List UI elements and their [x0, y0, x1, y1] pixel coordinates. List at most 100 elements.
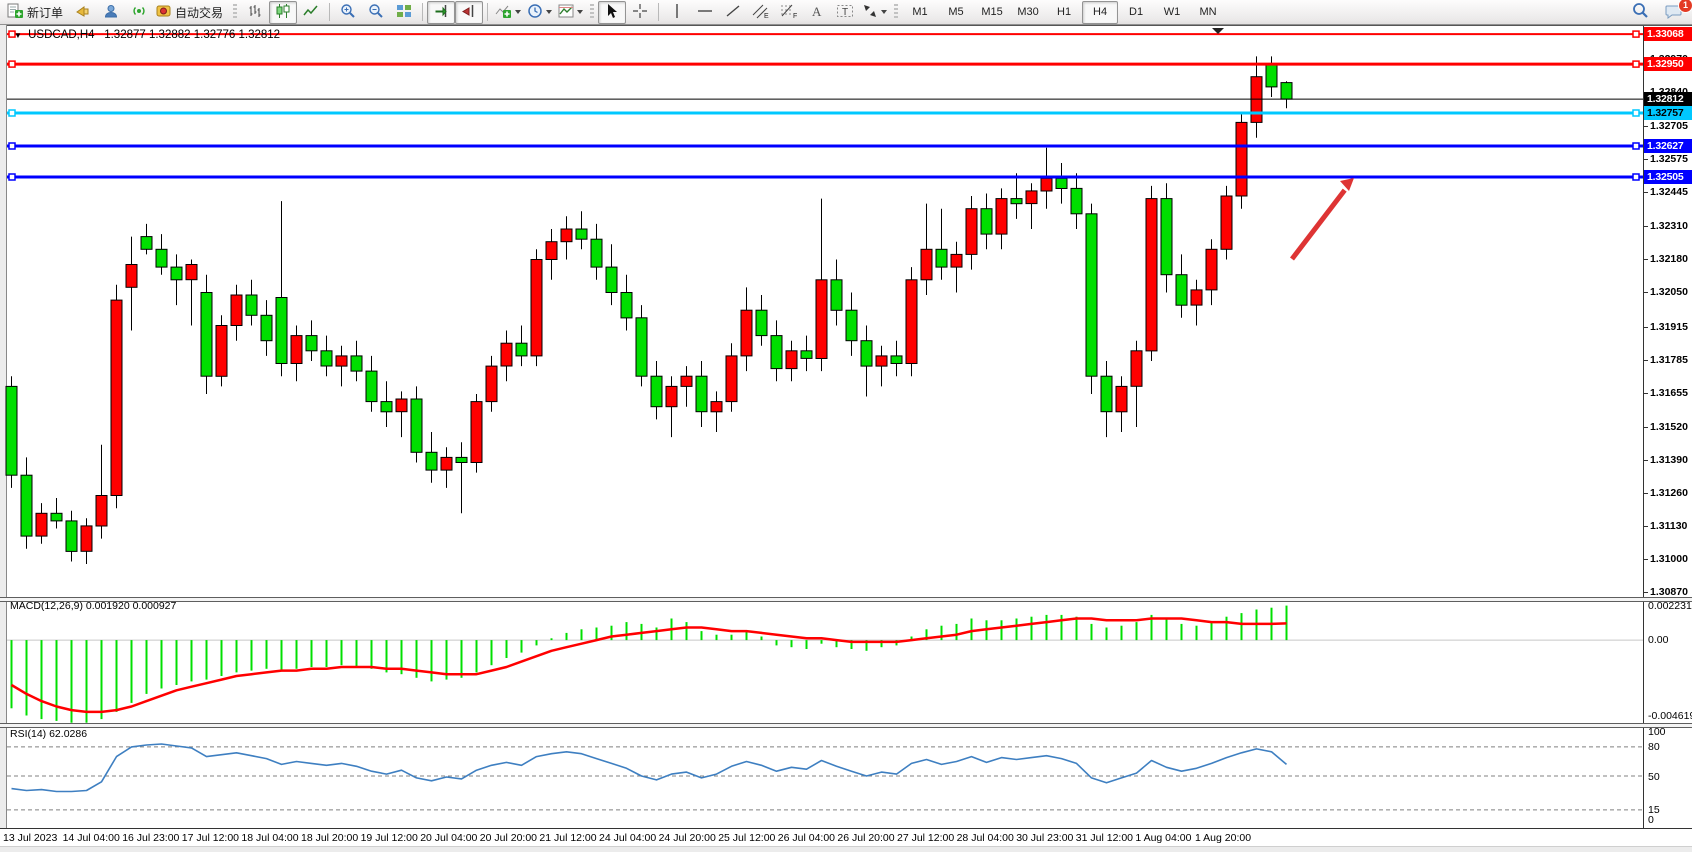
timeframe-button-M1[interactable]: M1 [912, 6, 928, 18]
trendline-tool-button[interactable] [719, 1, 747, 24]
price-tick-label: 1.31785 [1650, 353, 1688, 366]
timeframe-button-M30[interactable]: M30 [1017, 6, 1039, 18]
price-tick-mark [1643, 492, 1648, 494]
cursor-button[interactable] [598, 0, 627, 24]
price-tick-label: 1.31260 [1650, 486, 1688, 499]
time-axis-label: 26 Jul 20:00 [837, 832, 895, 844]
zoom-in-icon [340, 3, 356, 22]
price-tick-label: 1.32575 [1650, 153, 1688, 166]
price-badge: 1.33068 [1644, 27, 1692, 42]
tile-windows-button[interactable] [390, 1, 418, 24]
timeframe-button-M5[interactable]: M5 [948, 6, 964, 18]
timeframe-button-H4[interactable]: H4 [1082, 0, 1119, 24]
indicator-axis-label: 0.002231 [1648, 600, 1692, 612]
svg-text:F: F [793, 13, 797, 19]
arrows-tool-button[interactable] [859, 1, 890, 24]
price-tick-label: 1.31915 [1650, 320, 1688, 333]
line-chart-button[interactable] [297, 1, 325, 24]
main-macd-separator[interactable] [0, 597, 1692, 602]
time-axis-strip[interactable] [0, 828, 1692, 847]
price-tick-mark [1643, 126, 1648, 128]
search-button[interactable] [1626, 1, 1654, 24]
vertical-line-icon [671, 3, 683, 22]
fibonacci-tool-button[interactable]: F [775, 1, 803, 24]
macd-rsi-separator[interactable] [0, 723, 1692, 728]
toolbar-grip [590, 4, 595, 20]
indicators-button[interactable] [492, 1, 524, 24]
timeframe-bar: M1 M5 M15 M30 H1 H4 D1 W1 MN [902, 0, 1226, 24]
search-icon [1632, 2, 1649, 22]
price-tick-label: 1.32310 [1650, 220, 1688, 233]
equidistant-channel-tool-button[interactable]: E [747, 1, 775, 24]
tile-windows-icon [396, 3, 412, 22]
chat-button[interactable]: 1 [1660, 0, 1692, 24]
trendline-icon [725, 3, 741, 22]
price-tick-mark [1643, 525, 1648, 527]
time-axis-label: 14 Jul 04:00 [62, 832, 120, 844]
price-badge: 1.32627 [1644, 139, 1692, 154]
time-axis-label: 16 Jul 23:00 [122, 832, 180, 844]
main-chart-canvas[interactable] [0, 26, 1643, 597]
timeframe-button-M15[interactable]: M15 [981, 6, 1003, 18]
templates-button[interactable] [555, 1, 586, 24]
arrows-dropdown-caret[interactable] [881, 10, 888, 14]
zoom-out-button[interactable] [362, 1, 390, 24]
periods-dropdown-caret[interactable] [546, 10, 553, 14]
signals-button[interactable] [125, 1, 153, 24]
toolbar-separator [658, 3, 660, 21]
news-button[interactable] [69, 1, 97, 24]
price-tick-label: 1.31520 [1650, 420, 1688, 433]
indicator-axis-label: 0 [1648, 814, 1654, 826]
chart-shift-button[interactable] [455, 0, 484, 24]
periods-button[interactable] [524, 1, 555, 24]
ohlc-toggle-icon[interactable]: ▼ [14, 31, 22, 40]
crosshair-button[interactable] [626, 1, 654, 24]
auto-trading-button[interactable]: 自动交易 [153, 1, 229, 24]
vertical-line-tool-button[interactable] [663, 1, 691, 24]
timeframe-button-W1[interactable]: W1 [1163, 6, 1181, 18]
indicators-dropdown-caret[interactable] [515, 10, 522, 14]
time-axis-label: 18 Jul 04:00 [241, 832, 299, 844]
price-tick-mark [1643, 392, 1648, 394]
toolbar-grip [233, 4, 238, 20]
new-order-label: 新订单 [27, 5, 64, 20]
clock-icon [527, 3, 543, 22]
zoom-in-button[interactable] [334, 1, 362, 24]
price-tick-mark [1643, 426, 1648, 428]
text-label-icon: T [836, 3, 854, 22]
rsi-panel-canvas[interactable] [0, 727, 1643, 825]
auto-trading-icon [156, 3, 172, 22]
price-tick-label: 1.32050 [1650, 286, 1688, 299]
window-bottom-edge [0, 846, 1692, 852]
channel-icon: E [752, 3, 770, 22]
text-tool-button[interactable]: A [803, 1, 831, 24]
new-order-button[interactable]: 新订单 [4, 1, 69, 24]
indicator-axis-label: 0.00 [1648, 634, 1669, 646]
auto-scroll-button[interactable] [427, 0, 456, 24]
symbol-period-label: USDCAD,H4 [28, 29, 95, 41]
time-axis-label: 20 Jul 04:00 [420, 832, 478, 844]
time-axis-label: 24 Jul 04:00 [599, 832, 657, 844]
time-axis-label: 27 Jul 12:00 [897, 832, 955, 844]
price-tick-mark [1643, 292, 1648, 294]
toolbar-separator [329, 3, 331, 21]
price-badge: 1.32757 [1644, 106, 1692, 121]
line-handle [8, 30, 16, 38]
time-axis-label: 13 Jul 2023 [3, 832, 58, 844]
candlestick-chart-button[interactable] [269, 0, 298, 24]
line-handle [8, 60, 16, 68]
timeframe-button-D1[interactable]: D1 [1129, 6, 1144, 18]
templates-dropdown-caret[interactable] [577, 10, 584, 14]
community-button[interactable] [97, 1, 125, 24]
time-axis-label: 24 Jul 20:00 [658, 832, 716, 844]
broadcast-icon [131, 3, 147, 22]
price-tick-label: 1.32705 [1650, 120, 1688, 133]
horizontal-line-tool-button[interactable] [691, 1, 719, 24]
macd-panel-canvas[interactable] [0, 600, 1643, 723]
timeframe-button-H1[interactable]: H1 [1057, 6, 1072, 18]
text-label-tool-button[interactable]: T [831, 1, 859, 24]
chart-top-border [0, 25, 1692, 26]
timeframe-button-MN[interactable]: MN [1199, 6, 1217, 18]
bar-chart-button[interactable] [241, 1, 269, 24]
person-cloud-icon [103, 3, 119, 22]
